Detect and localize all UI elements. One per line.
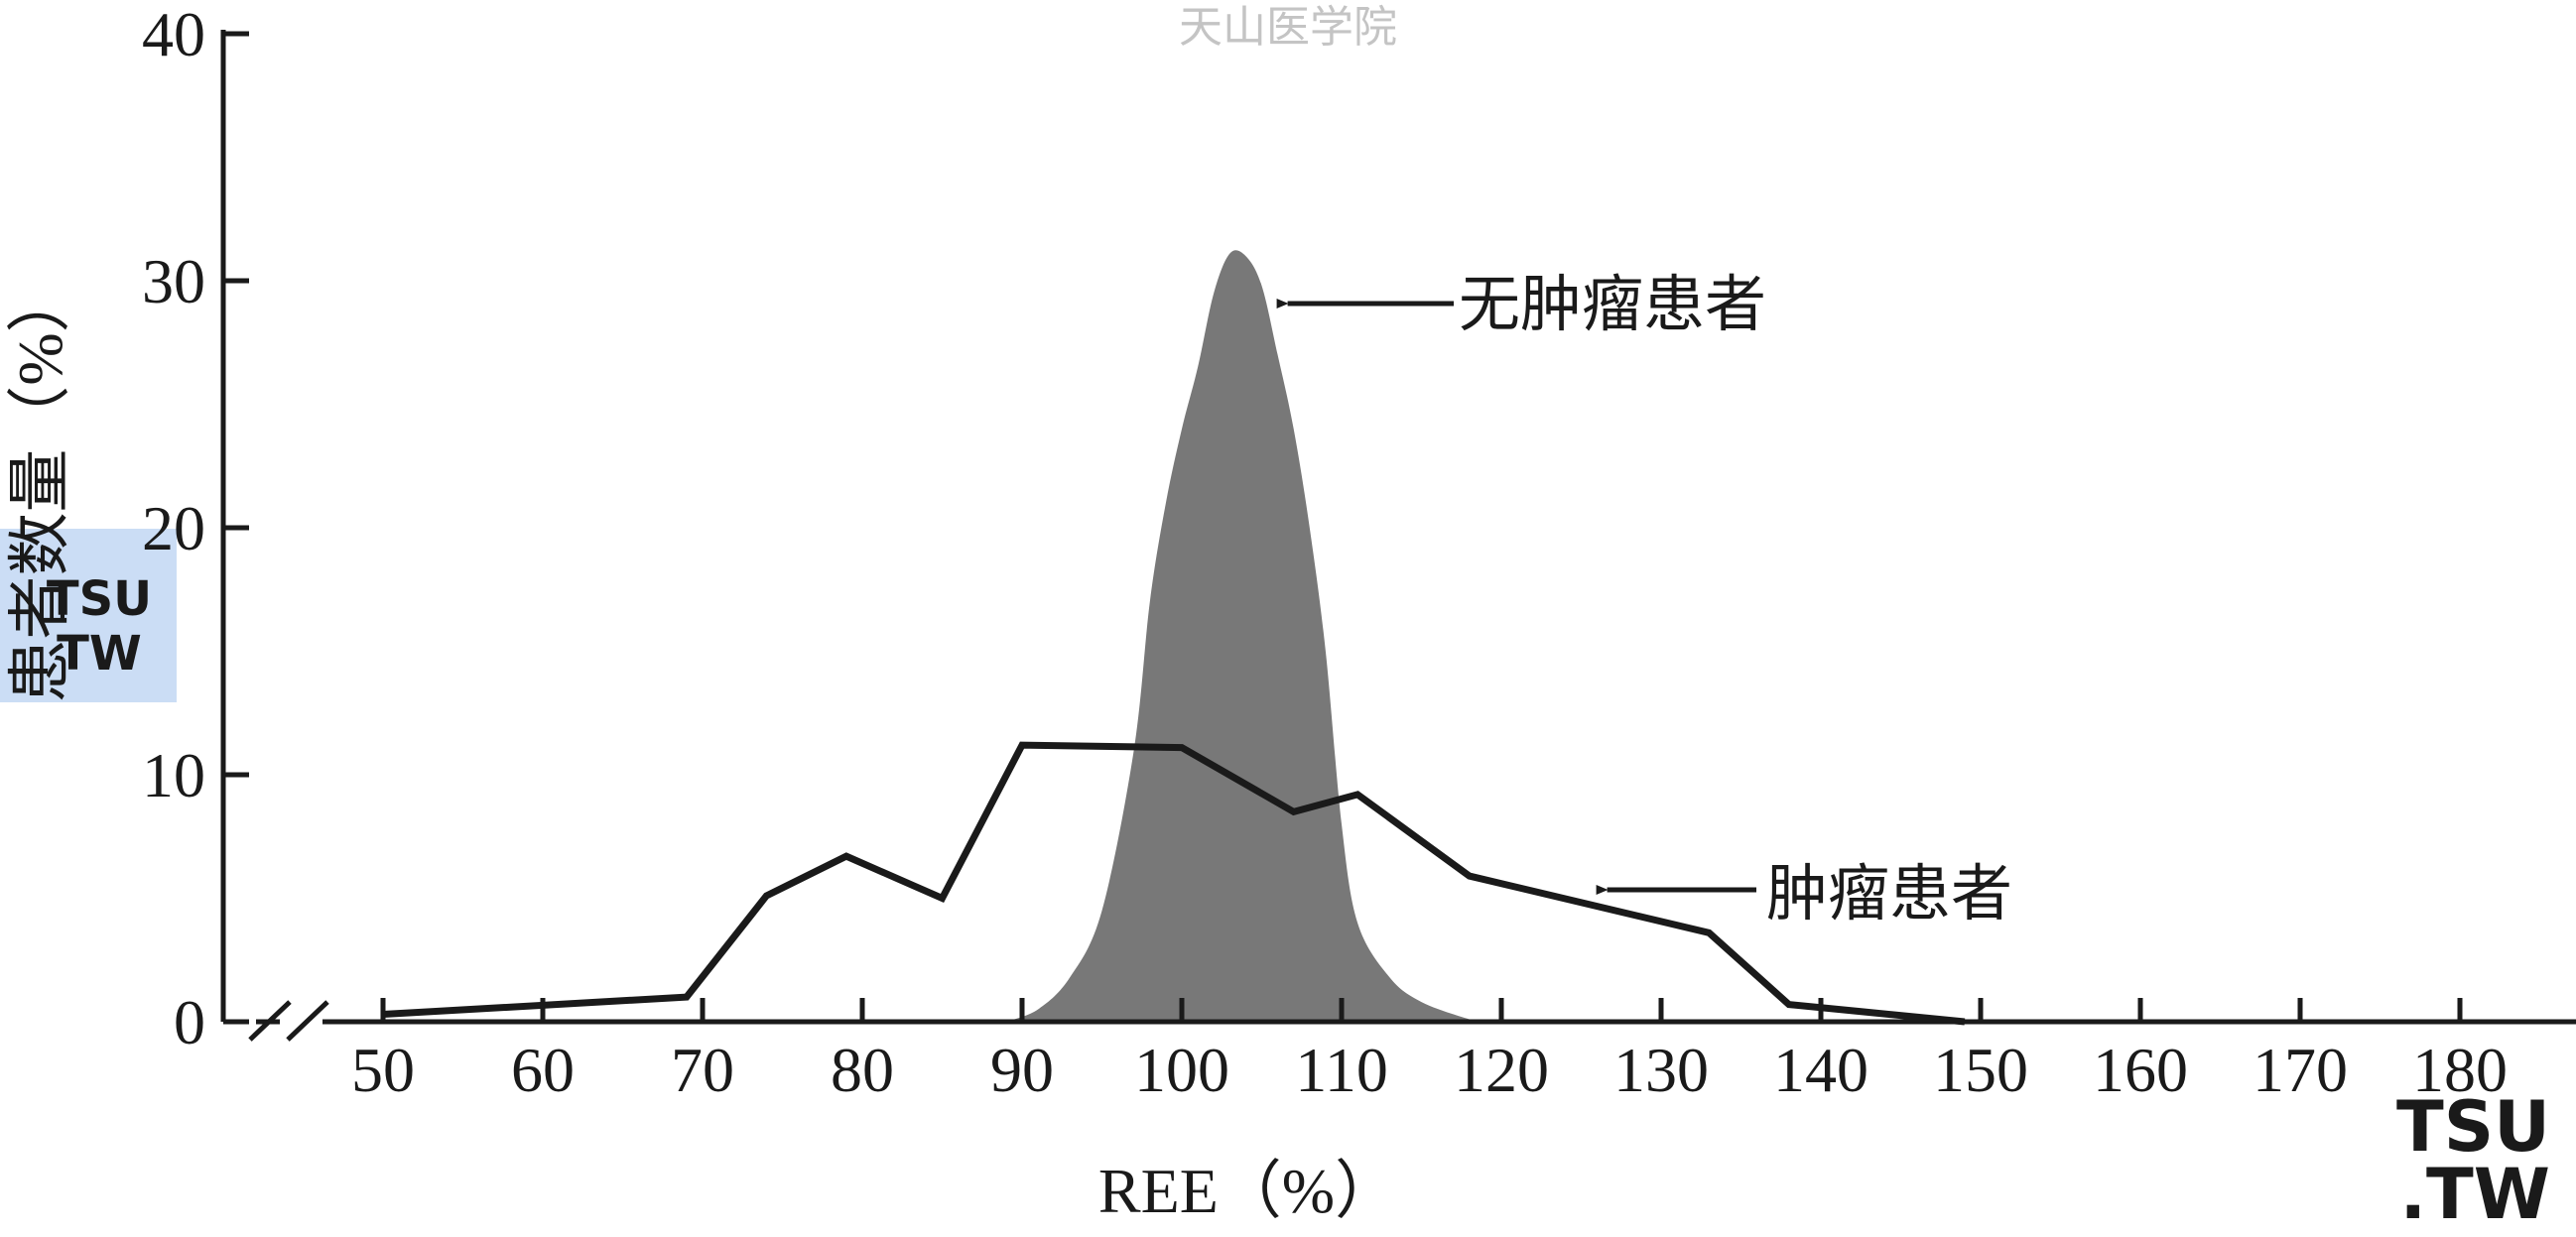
annotation-label: 无肿瘤患者 [1459, 272, 1766, 339]
watermark-text: 天山医学院 [1179, 3, 1397, 52]
x-tick-label: 100 [1134, 1035, 1229, 1105]
x-tick-label: 170 [2253, 1035, 2348, 1105]
x-tick-label: 180 [2412, 1035, 2508, 1105]
x-tick-label: 70 [671, 1035, 734, 1105]
x-tick-label: 140 [1773, 1035, 1868, 1105]
tsu-logo-left-line1: TSU [47, 571, 152, 627]
x-tick-label: 90 [990, 1035, 1054, 1105]
y-tick-label: 30 [142, 246, 205, 316]
x-axis-title: REE（%） [1098, 1156, 1398, 1226]
x-tick-label: 150 [1933, 1035, 2028, 1105]
axis-break-mark [248, 1000, 292, 1042]
series-line-tumor [382, 741, 1966, 1026]
tsu-logo-left: TSU TW [0, 529, 177, 702]
x-tick-label: 120 [1454, 1035, 1549, 1105]
y-tick-label: 40 [142, 0, 205, 69]
x-tick-label: 160 [2093, 1035, 2188, 1105]
x-tick-label: 80 [831, 1035, 894, 1105]
x-tick-label: 130 [1613, 1035, 1709, 1105]
tsu-logo-right: TSU .TW [2396, 1086, 2550, 1235]
tsu-logo-right-line1: TSU [2396, 1086, 2550, 1168]
x-tick-label: 50 [351, 1035, 415, 1105]
annotation-label: 肿瘤患者 [1766, 861, 2012, 928]
x-tick-label: 60 [511, 1035, 575, 1105]
series-area-no-tumor [1005, 250, 1485, 1022]
y-axis-title: 患者数量（%） [5, 269, 75, 702]
tsu-logo-right-line2: .TW [2399, 1154, 2550, 1232]
axis-layer: 0 10 20 30 40 50 60 70 80 90 100 110 120 130 140 150 160… [5, 0, 2576, 1226]
axis-break-mark [286, 1000, 329, 1042]
x-tick-label: 110 [1295, 1035, 1388, 1105]
y-tick-label: 20 [142, 493, 205, 563]
y-tick-label: 10 [142, 740, 205, 810]
tsu-logo-left-line2: TW [57, 626, 142, 681]
plot-layer [382, 250, 1966, 1026]
y-tick-label: 0 [174, 987, 205, 1057]
